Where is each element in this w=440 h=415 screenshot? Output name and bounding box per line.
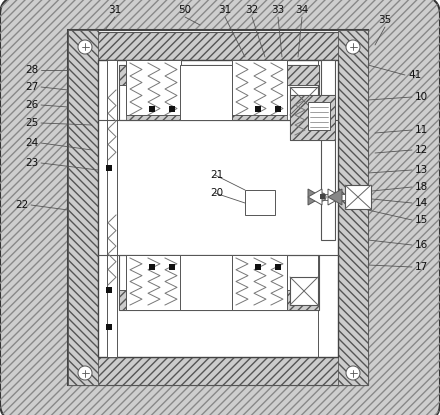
Text: 18: 18 xyxy=(415,182,428,192)
Bar xyxy=(119,65,319,120)
Bar xyxy=(107,60,117,357)
Text: 31: 31 xyxy=(218,5,231,15)
Text: 17: 17 xyxy=(415,262,428,272)
Text: 25: 25 xyxy=(25,118,38,128)
Bar xyxy=(308,102,330,130)
Bar xyxy=(106,165,112,171)
Bar xyxy=(106,287,112,293)
Bar xyxy=(290,277,318,305)
Text: 20: 20 xyxy=(210,188,223,198)
Text: 23: 23 xyxy=(25,158,38,168)
Circle shape xyxy=(318,193,326,201)
Bar xyxy=(275,264,281,270)
Bar xyxy=(321,60,335,240)
Text: 22: 22 xyxy=(15,200,28,210)
Bar xyxy=(169,106,175,112)
Bar xyxy=(245,190,275,215)
Bar xyxy=(149,264,155,270)
Text: 35: 35 xyxy=(378,15,392,25)
Bar xyxy=(68,32,368,60)
Bar xyxy=(119,65,319,85)
Bar xyxy=(255,264,261,270)
Polygon shape xyxy=(328,189,342,205)
Text: 10: 10 xyxy=(415,92,428,102)
Text: 34: 34 xyxy=(295,5,308,15)
Bar xyxy=(255,106,261,112)
Bar xyxy=(180,65,232,120)
Polygon shape xyxy=(328,189,342,205)
Bar xyxy=(126,60,181,115)
Text: 16: 16 xyxy=(415,240,428,250)
Bar xyxy=(180,255,232,310)
Text: 14: 14 xyxy=(415,198,428,208)
Bar xyxy=(232,60,287,115)
Bar xyxy=(232,255,287,310)
Bar xyxy=(290,95,335,140)
Bar xyxy=(149,106,155,112)
Bar xyxy=(68,30,368,385)
Bar xyxy=(68,357,368,385)
Bar xyxy=(126,60,181,120)
Circle shape xyxy=(346,366,360,380)
Bar xyxy=(232,60,287,120)
Text: 50: 50 xyxy=(179,5,191,15)
Bar xyxy=(290,87,318,115)
Polygon shape xyxy=(308,189,322,205)
Bar xyxy=(126,255,181,310)
Bar xyxy=(308,194,345,200)
Bar xyxy=(275,106,281,112)
Text: 15: 15 xyxy=(415,215,428,225)
Bar xyxy=(338,30,368,385)
Bar xyxy=(290,95,335,140)
Text: 32: 32 xyxy=(246,5,259,15)
Text: 33: 33 xyxy=(271,5,285,15)
Text: 21: 21 xyxy=(210,170,223,180)
Text: 13: 13 xyxy=(415,165,428,175)
Circle shape xyxy=(78,366,92,380)
Bar xyxy=(119,290,319,310)
Text: 26: 26 xyxy=(25,100,38,110)
Text: 31: 31 xyxy=(108,5,121,15)
Text: 41: 41 xyxy=(408,70,421,80)
Bar xyxy=(126,255,181,310)
Text: 27: 27 xyxy=(25,82,38,92)
Bar xyxy=(68,30,98,385)
Bar xyxy=(232,255,287,310)
Bar xyxy=(98,60,338,357)
Circle shape xyxy=(78,40,92,54)
Text: 24: 24 xyxy=(25,138,38,148)
Polygon shape xyxy=(308,189,322,205)
Bar xyxy=(319,195,324,200)
Text: 12: 12 xyxy=(415,145,428,155)
Text: 11: 11 xyxy=(415,125,428,135)
Bar xyxy=(106,324,112,330)
Bar xyxy=(345,185,371,209)
Text: 28: 28 xyxy=(25,65,38,75)
Circle shape xyxy=(346,40,360,54)
Bar xyxy=(119,255,319,310)
Bar xyxy=(169,264,175,270)
